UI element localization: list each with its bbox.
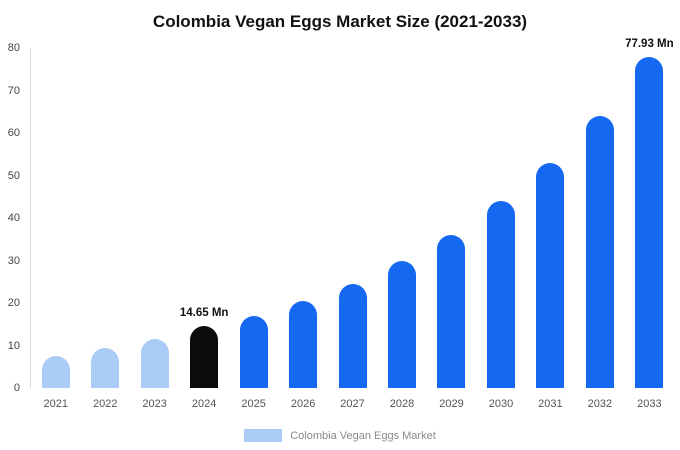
x-axis-label-2026: 2026 — [290, 398, 316, 410]
bar-column-2031: 2031 — [526, 48, 575, 410]
y-tick-label: 50 — [7, 169, 20, 182]
y-tick-label: 40 — [7, 212, 20, 224]
plot-wrap: 2021 2022 2023 14.65 Mn 2024 2025 2026 2027 2028… — [30, 38, 674, 410]
x-axis-label-2022: 2022 — [92, 398, 118, 410]
y-axis: 0 10 20 30 40 50 60 70 80 — [0, 42, 26, 394]
y-tick-label: 70 — [7, 84, 20, 97]
y-tick-label: 20 — [7, 297, 20, 309]
bar-column-2029: 2029 — [427, 48, 476, 410]
bar-2026 — [289, 300, 318, 388]
y-tick-label: 80 — [7, 42, 20, 54]
bar-2033 — [635, 56, 664, 388]
bar-2023 — [140, 339, 169, 388]
x-axis-label-2028: 2028 — [389, 398, 415, 410]
x-axis-label-2029: 2029 — [439, 398, 464, 410]
x-axis-label-2033: 2033 — [637, 398, 662, 410]
y-tick-label: 60 — [7, 127, 20, 139]
bar-column-2027: 2027 — [328, 48, 377, 410]
plot-area: 2021 2022 2023 14.65 Mn 2024 2025 2026 2027 2028… — [30, 38, 674, 410]
bar-column-2025: 2025 — [229, 48, 278, 410]
legend-label: Colombia Vegan Eggs Market — [290, 429, 436, 442]
bar-column-2021: 2021 — [31, 48, 80, 410]
x-axis-label-2023: 2023 — [142, 398, 167, 410]
bar-column-2032: 2032 — [575, 48, 624, 410]
bar-column-2030: 2030 — [476, 48, 525, 410]
bar-column-2024: 14.65 Mn 2024 — [179, 48, 229, 410]
legend[interactable]: Colombia Vegan Eggs Market — [0, 429, 680, 442]
legend-swatch-icon — [244, 429, 283, 442]
bar-2027 — [338, 283, 367, 388]
bar-2021 — [41, 356, 70, 388]
bar-2031 — [536, 162, 565, 388]
x-axis-label-2027: 2027 — [340, 398, 365, 410]
bar-column-2028: 2028 — [377, 48, 426, 410]
chart-title: Colombia Vegan Eggs Market Size (2021-20… — [152, 12, 528, 31]
bar-2025 — [239, 315, 268, 388]
bar-column-2026: 2026 — [278, 48, 327, 410]
x-axis-label-2024: 2024 — [191, 398, 217, 410]
y-tick-label: 0 — [13, 382, 20, 394]
x-axis-label-2021: 2021 — [43, 398, 68, 410]
bar-column-2022: 2022 — [80, 48, 129, 410]
bar-2032 — [585, 116, 614, 388]
x-axis-label-2025: 2025 — [241, 398, 266, 410]
x-axis-label-2031: 2031 — [538, 398, 563, 410]
bar-2029 — [437, 235, 466, 388]
bar-2028 — [388, 260, 417, 388]
bar-2022 — [91, 347, 120, 388]
y-tick-label: 30 — [7, 254, 20, 267]
bar-2024 — [190, 325, 219, 388]
bar-column-2023: 2023 — [130, 48, 179, 410]
y-tick-label: 10 — [7, 339, 20, 352]
bar-2030 — [486, 201, 515, 388]
x-axis-label-2032: 2032 — [587, 398, 613, 410]
bar-value-label-2033: 77.93 Mn — [625, 37, 674, 50]
x-axis-label-2030: 2030 — [488, 398, 514, 410]
bar-column-2033: 77.93 Mn 2033 — [625, 38, 674, 410]
bar-value-label-2024: 14.65 Mn — [179, 306, 229, 319]
